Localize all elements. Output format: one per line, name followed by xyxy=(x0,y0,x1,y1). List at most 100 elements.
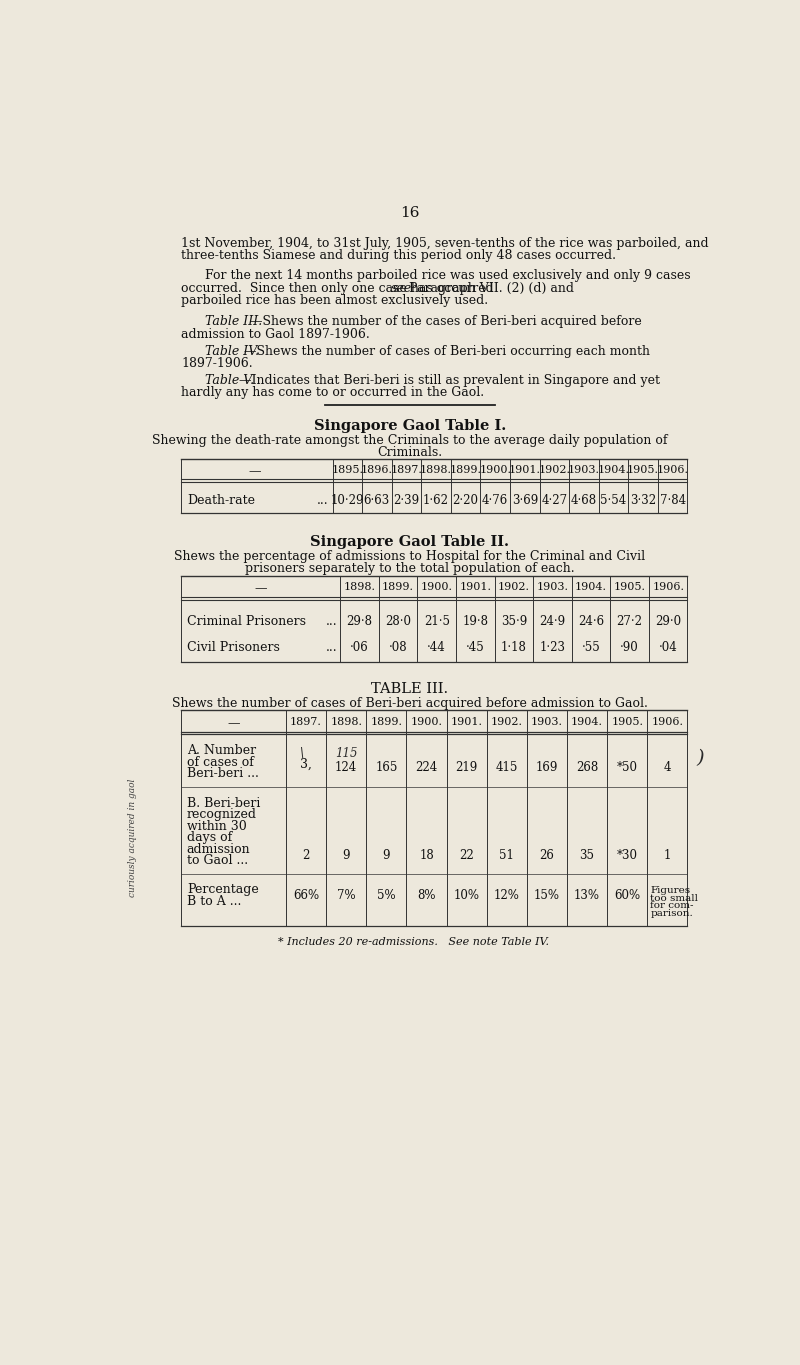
Text: ): ) xyxy=(697,749,704,767)
Text: 9: 9 xyxy=(342,849,350,863)
Text: 24·6: 24·6 xyxy=(578,616,604,628)
Text: 19·8: 19·8 xyxy=(462,616,488,628)
Text: 21·5: 21·5 xyxy=(424,616,450,628)
Text: 10%: 10% xyxy=(454,889,480,902)
Text: ·04: ·04 xyxy=(658,642,678,654)
Text: 15%: 15% xyxy=(534,889,560,902)
Text: 165: 165 xyxy=(375,762,398,774)
Text: 1902.: 1902. xyxy=(538,465,570,475)
Text: A. Number: A. Number xyxy=(187,744,256,758)
Text: 1·18: 1·18 xyxy=(501,642,526,654)
Text: 5·54: 5·54 xyxy=(600,494,626,508)
Text: *50: *50 xyxy=(617,762,638,774)
Text: ·45: ·45 xyxy=(466,642,485,654)
Text: For the next 14 months parboiled rice was used exclusively and only 9 cases: For the next 14 months parboiled rice wa… xyxy=(205,269,690,283)
Text: TABLE III.: TABLE III. xyxy=(371,682,449,696)
Text: curiously acquired in gaol: curiously acquired in gaol xyxy=(128,778,137,897)
Text: too small: too small xyxy=(650,894,698,902)
Text: 29·0: 29·0 xyxy=(655,616,682,628)
Text: 124: 124 xyxy=(335,762,358,774)
Text: three-tenths Siamese and during this period only 48 cases occurred.: three-tenths Siamese and during this per… xyxy=(182,250,616,262)
Text: 1: 1 xyxy=(664,849,671,863)
Text: Criminals.: Criminals. xyxy=(378,445,442,459)
Text: 1897.: 1897. xyxy=(290,717,322,726)
Text: 1901.: 1901. xyxy=(509,465,541,475)
Text: ...: ... xyxy=(326,642,338,654)
Text: 9: 9 xyxy=(382,849,390,863)
Text: 1898.: 1898. xyxy=(330,717,362,726)
Text: 1901.: 1901. xyxy=(459,581,491,592)
Text: 3·32: 3·32 xyxy=(630,494,656,508)
Text: 415: 415 xyxy=(496,762,518,774)
Text: 1898.: 1898. xyxy=(420,465,452,475)
Text: ·44: ·44 xyxy=(427,642,446,654)
Text: 7·84: 7·84 xyxy=(659,494,686,508)
Text: admission to Gaol 1897-1906.: admission to Gaol 1897-1906. xyxy=(182,328,370,341)
Text: Singapore Gaol Table II.: Singapore Gaol Table II. xyxy=(310,535,510,549)
Text: 1897.: 1897. xyxy=(390,465,422,475)
Text: 12%: 12% xyxy=(494,889,520,902)
Text: 35·9: 35·9 xyxy=(501,616,527,628)
Text: Paragraph VII. (2) (d) and: Paragraph VII. (2) (d) and xyxy=(405,281,574,295)
Text: 1·23: 1·23 xyxy=(539,642,566,654)
Text: ...: ... xyxy=(317,494,329,508)
Text: 1903.: 1903. xyxy=(568,465,600,475)
Text: 1900.: 1900. xyxy=(410,717,442,726)
Text: of cases of: of cases of xyxy=(187,756,254,768)
Text: 1903.: 1903. xyxy=(537,581,569,592)
Text: 268: 268 xyxy=(576,762,598,774)
Text: 22: 22 xyxy=(459,849,474,863)
Text: 1905.: 1905. xyxy=(627,465,659,475)
Text: Table III.: Table III. xyxy=(205,315,262,329)
Text: —Indicates that Beri-beri is still as prevalent in Singapore and yet: —Indicates that Beri-beri is still as pr… xyxy=(238,374,660,388)
Text: 27·2: 27·2 xyxy=(617,616,642,628)
Text: 1904.: 1904. xyxy=(598,465,630,475)
Text: 28·0: 28·0 xyxy=(385,616,411,628)
Text: Shews the number of cases of Beri-beri acquired before admission to Gaol.: Shews the number of cases of Beri-beri a… xyxy=(172,696,648,710)
Text: 16: 16 xyxy=(400,206,420,220)
Text: Beri-beri ...: Beri-beri ... xyxy=(187,767,258,781)
Text: 7%: 7% xyxy=(337,889,355,902)
Text: Shews the percentage of admissions to Hospital for the Criminal and Civil: Shews the percentage of admissions to Ho… xyxy=(174,550,646,564)
Text: —Shews the number of the cases of Beri-beri acquired before: —Shews the number of the cases of Beri-b… xyxy=(250,315,642,329)
Text: prisoners separately to the total population of each.: prisoners separately to the total popula… xyxy=(245,562,575,575)
Text: 18: 18 xyxy=(419,849,434,863)
Text: ·90: ·90 xyxy=(620,642,639,654)
Text: Figures: Figures xyxy=(650,886,690,895)
Text: 1898.: 1898. xyxy=(343,581,375,592)
Text: 1899.: 1899. xyxy=(450,465,482,475)
Text: Criminal Prisoners: Criminal Prisoners xyxy=(187,616,306,628)
Text: 4·68: 4·68 xyxy=(571,494,597,508)
Text: ·55: ·55 xyxy=(582,642,600,654)
Text: to Gaol ...: to Gaol ... xyxy=(187,854,248,868)
Text: ·06: ·06 xyxy=(350,642,369,654)
Text: parboiled rice has been almost exclusively used.: parboiled rice has been almost exclusive… xyxy=(182,293,489,307)
Text: 2: 2 xyxy=(302,849,310,863)
Text: 224: 224 xyxy=(415,762,438,774)
Text: 66%: 66% xyxy=(293,889,319,902)
Text: 3·69: 3·69 xyxy=(512,494,538,508)
Text: Singapore Gaol Table I.: Singapore Gaol Table I. xyxy=(314,419,506,433)
Text: Percentage: Percentage xyxy=(187,883,258,895)
Text: *30: *30 xyxy=(617,849,638,863)
Text: 51: 51 xyxy=(499,849,514,863)
Text: 60%: 60% xyxy=(614,889,640,902)
Text: 10·29: 10·29 xyxy=(330,494,364,508)
Text: 1905.: 1905. xyxy=(611,717,643,726)
Text: 5%: 5% xyxy=(377,889,396,902)
Text: 1897-1906.: 1897-1906. xyxy=(182,358,253,370)
Text: within 30: within 30 xyxy=(187,820,246,833)
Text: 169: 169 xyxy=(536,762,558,774)
Text: Shewing the death-rate amongst the Criminals to the average daily population of: Shewing the death-rate amongst the Crimi… xyxy=(152,434,668,448)
Text: 2·20: 2·20 xyxy=(453,494,478,508)
Text: 1902.: 1902. xyxy=(498,581,530,592)
Text: 26: 26 xyxy=(539,849,554,863)
Text: 1906.: 1906. xyxy=(651,717,683,726)
Text: 1st November, 1904, to 31st July, 1905, seven-tenths of the rice was parboiled, : 1st November, 1904, to 31st July, 1905, … xyxy=(182,238,709,250)
Text: 219: 219 xyxy=(455,762,478,774)
Text: 1895.: 1895. xyxy=(331,465,363,475)
Text: Table IV.: Table IV. xyxy=(205,345,258,358)
Text: see: see xyxy=(390,281,412,295)
Text: 4·27: 4·27 xyxy=(542,494,567,508)
Text: B to A ...: B to A ... xyxy=(187,894,241,908)
